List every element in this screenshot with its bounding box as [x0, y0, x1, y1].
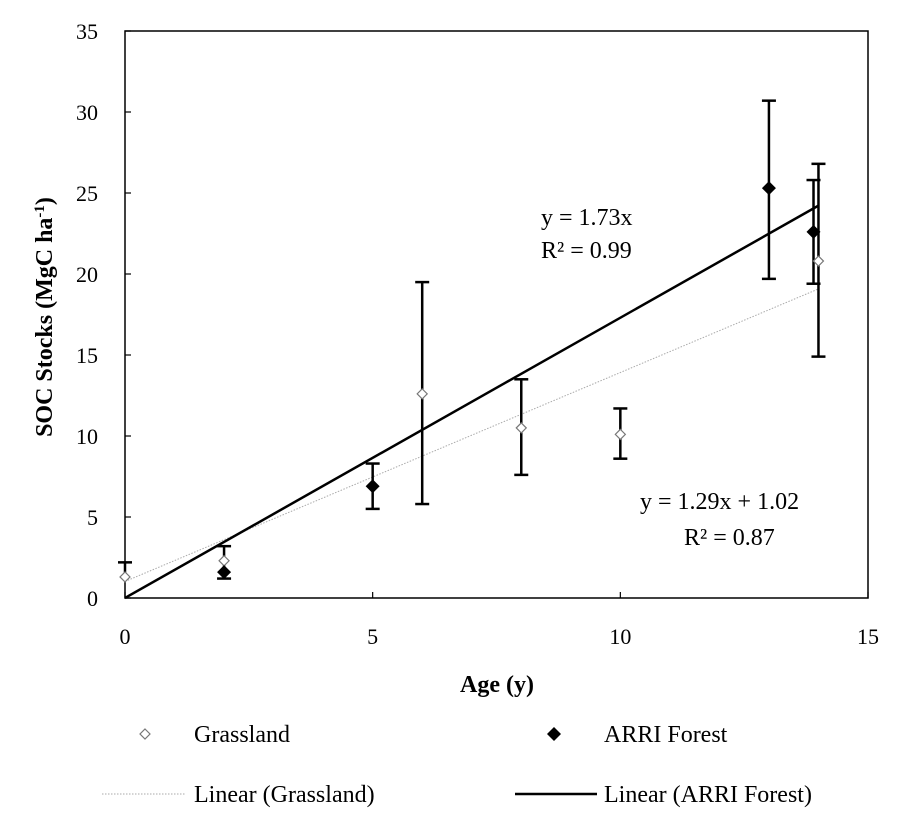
- forest-equation: y = 1.73x: [541, 205, 633, 231]
- x-tick-label: 0: [120, 624, 131, 649]
- y-tick-label: 0: [87, 586, 98, 611]
- legend-linear-grassland-label: Linear (Grassland): [194, 782, 375, 808]
- x-axis-label: Age (y): [460, 672, 534, 698]
- legend: Grassland ARRI Forest Linear (Grassland)…: [102, 722, 812, 808]
- legend-linear-forest-label: Linear (ARRI Forest): [604, 782, 812, 808]
- data-points-layer: [119, 181, 825, 583]
- axes-layer: 0 5 10 15 20 25 30 35 0 5 10 15: [76, 19, 879, 649]
- data-point-arri-forest: [217, 565, 232, 580]
- data-point-arri-forest: [365, 479, 380, 494]
- data-point-arri-forest: [761, 181, 776, 196]
- data-point-grassland: [515, 422, 528, 434]
- trendline-arri-forest: [124, 204, 820, 600]
- y-tick-label: 25: [76, 181, 98, 206]
- data-point-arri-forest: [806, 224, 821, 239]
- y-tick-label: 15: [76, 343, 98, 368]
- data-point-grassland: [119, 571, 131, 583]
- y-tick-label: 5: [87, 505, 98, 530]
- legend-grassland-label: Grassland: [194, 722, 290, 748]
- y-tick-label: 10: [76, 424, 98, 449]
- data-point-grassland: [812, 255, 825, 267]
- data-point-grassland: [218, 554, 230, 567]
- x-tick-label: 15: [857, 624, 879, 649]
- grassland-r2: R² = 0.87: [684, 525, 775, 551]
- y-tick-label: 30: [76, 100, 98, 125]
- legend-forest-label: ARRI Forest: [604, 722, 728, 748]
- legend-forest-marker: [547, 727, 561, 741]
- x-tick-label: 10: [609, 624, 631, 649]
- legend-grassland-marker: [139, 728, 151, 740]
- y-axis-label: SOC Stocks (MgC ha-1): [32, 197, 58, 437]
- data-point-grassland: [416, 388, 429, 400]
- y-tick-label: 20: [76, 262, 98, 287]
- trendline-grassland: [124, 288, 819, 582]
- plot-frame: [124, 30, 869, 599]
- forest-r2: R² = 0.99: [541, 238, 632, 264]
- data-point-grassland: [614, 428, 627, 441]
- x-tick-label: 5: [367, 624, 378, 649]
- y-tick-label: 35: [76, 19, 98, 44]
- grassland-equation: y = 1.29x + 1.02: [640, 489, 799, 515]
- trendlines-layer: [124, 204, 820, 600]
